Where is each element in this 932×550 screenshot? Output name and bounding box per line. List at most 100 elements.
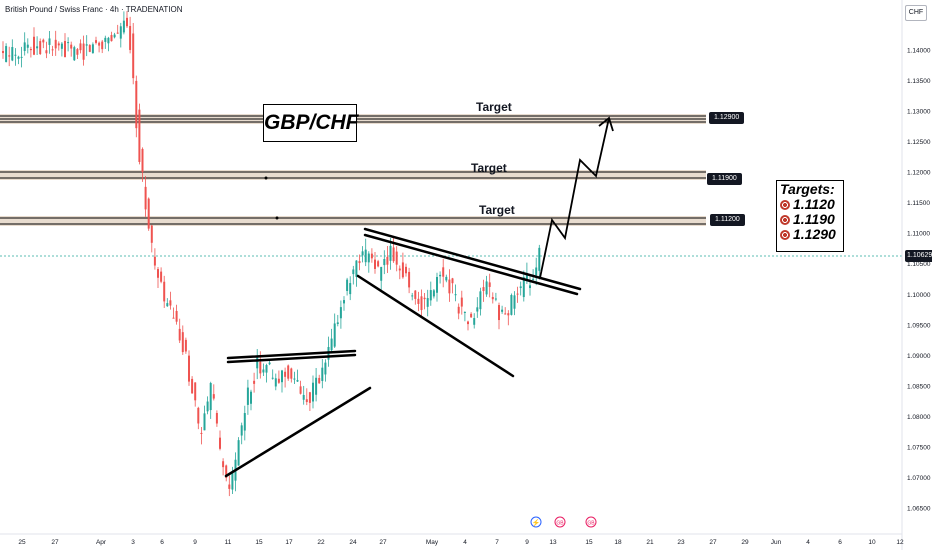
- candle: [457, 306, 460, 314]
- candle: [42, 39, 45, 43]
- dart-target-icon: [780, 214, 790, 225]
- target-value: 1.1290: [793, 226, 836, 242]
- candle: [200, 432, 203, 434]
- candle: [259, 361, 262, 374]
- candle: [463, 311, 466, 313]
- candle: [135, 80, 138, 129]
- candle: [420, 296, 423, 311]
- candle: [157, 269, 159, 278]
- candle: [346, 279, 349, 291]
- y-tick-label: 1.09500: [907, 322, 931, 329]
- y-tick-label: 1.07500: [907, 444, 931, 451]
- candle: [141, 148, 144, 172]
- candle: [274, 378, 277, 387]
- candle: [209, 383, 212, 411]
- x-tick-label: 11: [225, 539, 232, 546]
- candle: [290, 368, 293, 379]
- candle: [188, 355, 190, 382]
- x-tick-label: 13: [549, 539, 557, 546]
- candle: [389, 245, 392, 261]
- central-bank-event-icon-2: GB: [585, 516, 597, 528]
- candle: [284, 371, 287, 377]
- candle: [532, 278, 535, 280]
- event-icons: ⚡ GB GB: [530, 516, 597, 528]
- x-tick-label: 6: [838, 539, 842, 546]
- projection-path: [539, 116, 614, 279]
- candle: [153, 256, 156, 266]
- x-tick-label: 10: [868, 539, 876, 546]
- candle: [454, 294, 457, 296]
- target-label-1: Target: [476, 100, 512, 114]
- target-value: 1.1120: [793, 196, 835, 212]
- candle: [20, 56, 23, 58]
- x-tick-label: 25: [18, 539, 26, 546]
- wedge-lower-line: [356, 274, 515, 378]
- candle: [405, 266, 407, 274]
- x-tick-label: 18: [614, 539, 622, 546]
- candle: [426, 298, 429, 307]
- candle: [265, 365, 268, 373]
- candle: [36, 46, 39, 49]
- candle: [383, 259, 386, 266]
- candle: [494, 298, 497, 300]
- x-tick-label: 17: [285, 539, 293, 546]
- target-row: 1.1290: [777, 227, 843, 242]
- candle: [318, 377, 321, 384]
- candle: [181, 332, 184, 353]
- candle: [380, 266, 383, 281]
- candle: [82, 43, 85, 60]
- candle: [498, 305, 500, 321]
- level-badge-2: 1.11900: [707, 173, 742, 185]
- candle: [349, 283, 352, 295]
- candle: [476, 307, 479, 312]
- dart-target-icon: [780, 199, 790, 210]
- trendlines: [224, 227, 582, 478]
- candle: [312, 382, 314, 402]
- candle: [358, 261, 361, 264]
- candle: [110, 35, 113, 42]
- y-tick-label: 1.14000: [907, 48, 931, 55]
- candle: [479, 291, 482, 310]
- candle: [126, 17, 128, 27]
- price-axis: 1.14000 1.13500 1.13000 1.12500 1.12000 1.115…: [901, 0, 931, 550]
- candle: [491, 296, 494, 300]
- candle: [370, 253, 373, 259]
- flash-event-icon: ⚡: [530, 516, 542, 528]
- candle: [287, 365, 290, 379]
- candle: [163, 281, 166, 302]
- currency-button[interactable]: CHF: [905, 5, 927, 21]
- candle: [91, 44, 94, 54]
- candle: [343, 300, 345, 304]
- candle: [364, 249, 367, 263]
- target-row: 1.1120: [777, 197, 843, 212]
- x-tick-label: 15: [255, 539, 263, 546]
- candle: [14, 54, 17, 56]
- x-tick-label: 29: [741, 539, 749, 546]
- candle: [377, 261, 380, 267]
- candle: [488, 282, 491, 287]
- y-tick-label: 1.06500: [907, 506, 931, 513]
- y-tick-label: 1.07000: [907, 475, 931, 482]
- candle: [339, 307, 342, 319]
- y-tick-label: 1.12000: [907, 170, 931, 177]
- candle: [321, 367, 324, 382]
- candle: [95, 40, 97, 43]
- candle: [262, 369, 265, 373]
- candle: [101, 41, 104, 50]
- svg-text:GB: GB: [556, 521, 564, 527]
- x-tick-label: 22: [317, 539, 325, 546]
- candle: [535, 267, 538, 276]
- candle: [445, 276, 448, 281]
- x-tick-label: 6: [160, 539, 164, 546]
- candle: [525, 272, 528, 282]
- flag-support-line: [224, 386, 372, 478]
- svg-text:GB: GB: [587, 521, 595, 527]
- x-tick-label: May: [426, 539, 439, 546]
- candle: [529, 285, 531, 289]
- candle: [324, 362, 327, 375]
- y-tick-label: 1.09000: [907, 353, 931, 360]
- candle: [293, 378, 296, 380]
- candle: [129, 25, 132, 50]
- candle: [305, 399, 308, 403]
